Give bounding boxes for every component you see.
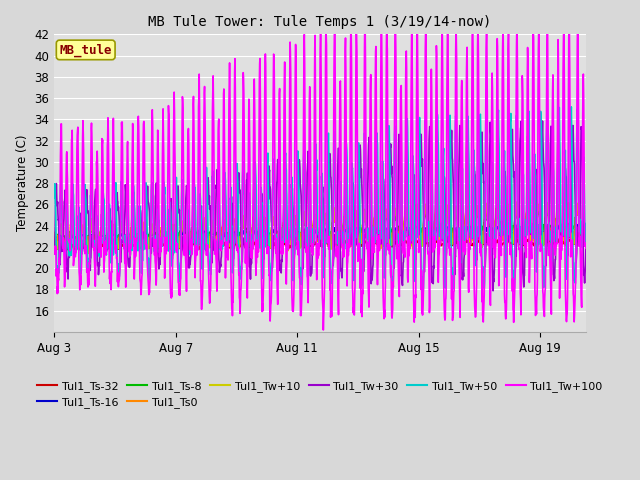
Legend: Tul1_Ts-32, Tul1_Ts-16, Tul1_Ts-8, Tul1_Ts0, Tul1_Tw+10, Tul1_Tw+30, Tul1_Tw+50,: Tul1_Ts-32, Tul1_Ts-16, Tul1_Ts-8, Tul1_… xyxy=(33,376,607,412)
Y-axis label: Temperature (C): Temperature (C) xyxy=(16,135,29,231)
Title: MB Tule Tower: Tule Temps 1 (3/19/14-now): MB Tule Tower: Tule Temps 1 (3/19/14-now… xyxy=(148,15,492,29)
Text: MB_tule: MB_tule xyxy=(60,43,112,57)
